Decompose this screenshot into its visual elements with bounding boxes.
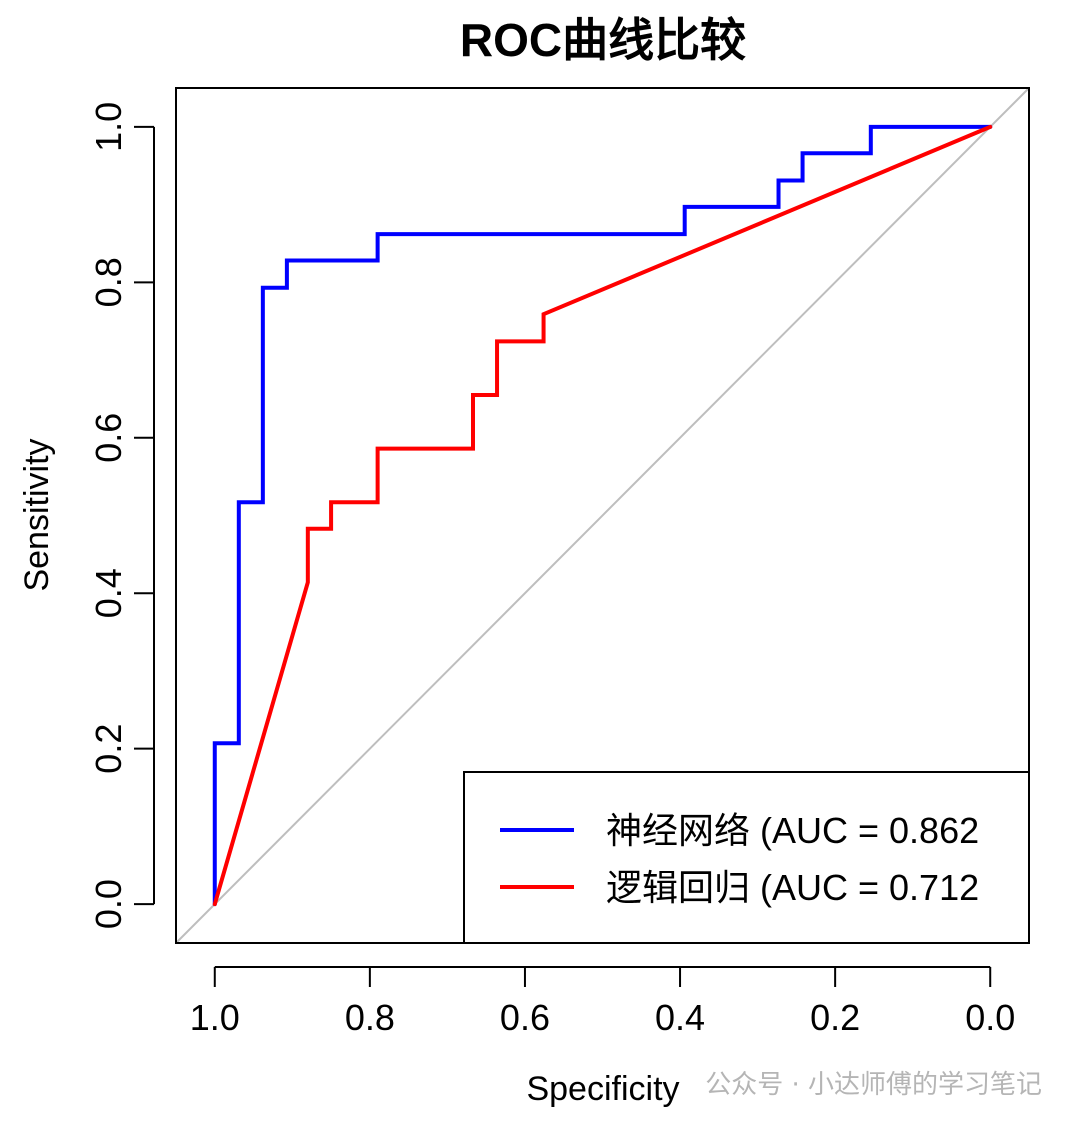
x-tick-label-0-4: 0.4 — [655, 997, 705, 1038]
y-tick-label-0-4: 0.4 — [88, 568, 129, 618]
y-tick-label-0-8: 0.8 — [88, 257, 129, 307]
reference-diagonal-line — [175, 87, 1030, 944]
series-line-logistic-regression — [212, 124, 993, 907]
legend-box — [463, 771, 1030, 944]
y-tick-label-0-2: 0.2 — [88, 724, 129, 774]
y-tick-label-1-0: 1.0 — [88, 102, 129, 152]
legend-label-neural-network: 神经网络 (AUC = 0.862 — [606, 810, 979, 851]
series-line-neural-network — [212, 124, 993, 907]
watermark-text: 公众号 · 小达师傅的学习笔记 — [705, 1070, 1042, 1100]
x-tick-label-0-6: 0.6 — [500, 997, 550, 1038]
plot-area — [175, 87, 1030, 944]
x-tick-label-1-0: 1.0 — [190, 997, 240, 1038]
legend: 神经网络 (AUC = 0.862 逻辑回归 (AUC = 0.712 — [463, 771, 1030, 944]
x-tick-label-0-0: 0.0 — [965, 997, 1015, 1038]
x-axis-label: Specificity — [526, 1070, 679, 1108]
x-tick-label-0-2: 0.2 — [810, 997, 860, 1038]
x-axis: 1.0 0.8 0.6 0.4 0.2 0.0 — [190, 966, 1015, 1038]
y-tick-label-0-6: 0.6 — [88, 413, 129, 463]
y-axis-label: Sensitivity — [18, 438, 56, 591]
y-axis: 0.0 0.2 0.4 0.6 0.8 1.0 — [88, 102, 155, 929]
legend-label-logistic-regression: 逻辑回归 (AUC = 0.712 — [606, 867, 979, 908]
chart-title: ROC曲线比较 — [460, 14, 746, 66]
x-tick-label-0-8: 0.8 — [345, 997, 395, 1038]
y-tick-label-0-0: 0.0 — [88, 879, 129, 929]
